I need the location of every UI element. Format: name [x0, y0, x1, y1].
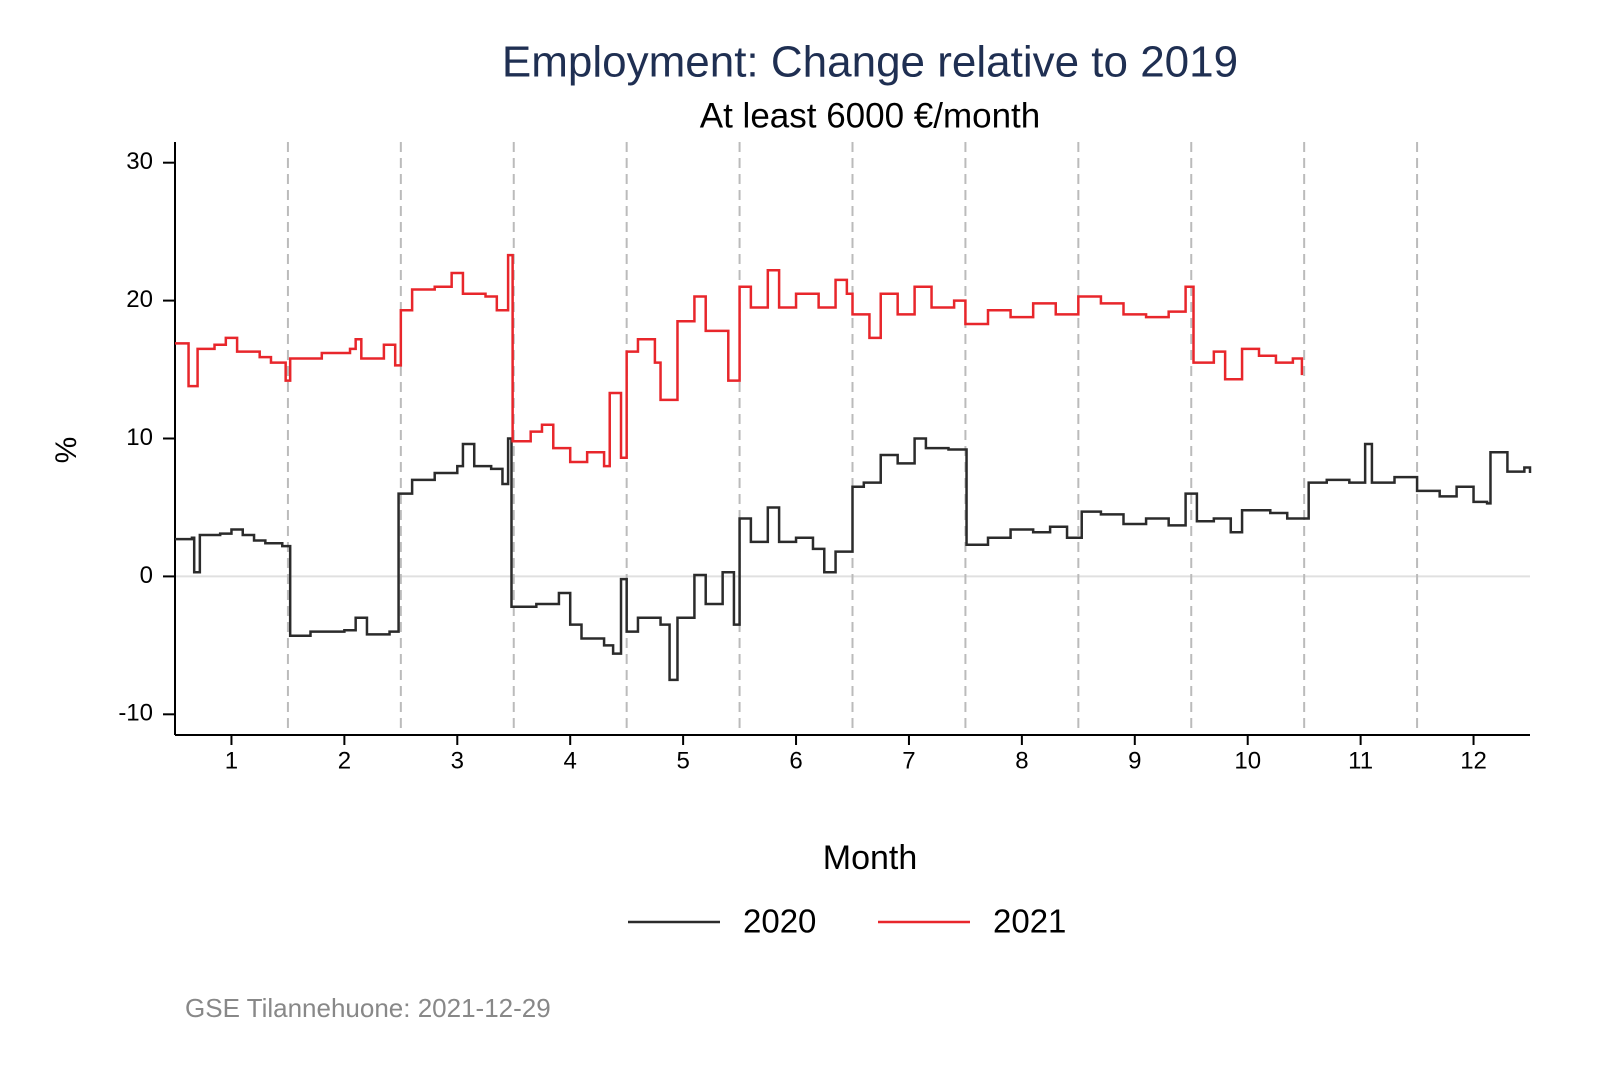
x-tick-label: 7: [902, 747, 915, 774]
x-tick-label: 6: [789, 747, 802, 774]
y-axis-label: %: [50, 437, 83, 464]
y-tick-label: 20: [126, 286, 153, 313]
x-tick-label: 11: [1348, 747, 1373, 774]
x-tick-label: 9: [1128, 747, 1141, 774]
y-tick-label: 10: [126, 424, 153, 451]
chart-subtitle: At least 6000 €/month: [700, 96, 1041, 135]
series-line: [175, 253, 1304, 468]
series-line: [175, 437, 1532, 682]
x-axis-label: Month: [823, 839, 918, 877]
legend-label: 2020: [743, 903, 816, 940]
chart-title: Employment: Change relative to 2019: [502, 38, 1238, 87]
x-tick-label: 2: [338, 747, 351, 774]
x-tick-label: 5: [676, 747, 689, 774]
x-tick-label: 1: [225, 747, 238, 774]
y-tick-label: 0: [140, 562, 153, 589]
x-tick-label: 8: [1015, 747, 1028, 774]
y-tick-label: -10: [118, 700, 153, 727]
x-tick-label: 12: [1460, 747, 1487, 774]
y-tick-label: 30: [126, 148, 153, 175]
x-tick-label: 10: [1234, 747, 1261, 774]
source-note: GSE Tilannehuone: 2021-12-29: [185, 993, 551, 1023]
legend-label: 2021: [993, 903, 1066, 940]
x-tick-label: 4: [564, 747, 577, 774]
x-tick-label: 3: [451, 747, 464, 774]
